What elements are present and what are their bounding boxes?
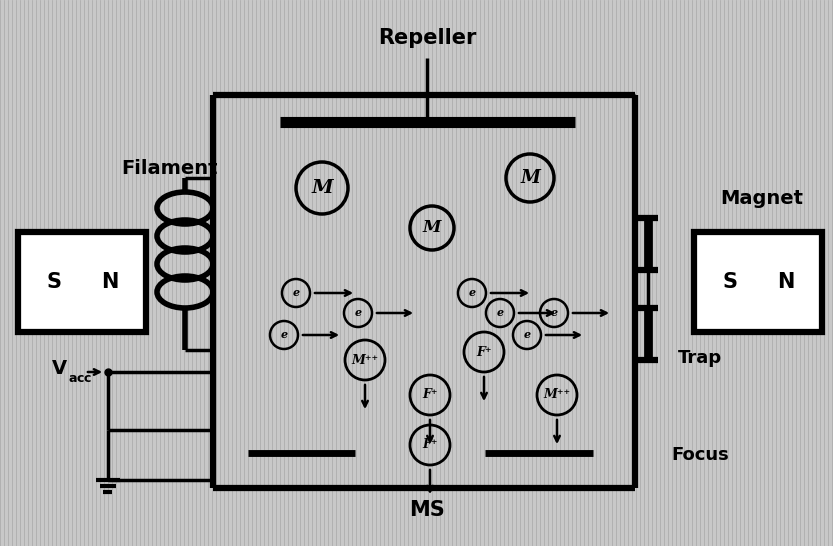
Bar — [18, 232, 146, 332]
Text: e: e — [354, 307, 362, 318]
Text: Magnet: Magnet — [721, 188, 804, 207]
Text: M⁺⁺: M⁺⁺ — [352, 353, 378, 366]
Text: Focus: Focus — [671, 446, 729, 464]
Text: M: M — [520, 169, 540, 187]
Text: e: e — [468, 288, 476, 299]
Text: Repeller: Repeller — [378, 28, 476, 48]
Text: Filament: Filament — [122, 158, 218, 177]
Text: e: e — [523, 329, 531, 341]
Text: F⁺: F⁺ — [422, 389, 438, 401]
Text: S: S — [47, 272, 62, 292]
Text: e: e — [292, 288, 300, 299]
Bar — [213, 95, 635, 488]
Text: M: M — [423, 219, 441, 236]
Text: e: e — [496, 307, 504, 318]
Text: $\mathbf{V}$: $\mathbf{V}$ — [52, 359, 68, 377]
Text: S: S — [722, 272, 737, 292]
Text: e: e — [551, 307, 557, 318]
Text: e: e — [281, 329, 287, 341]
Text: M: M — [312, 179, 333, 197]
Text: N: N — [102, 272, 119, 292]
Text: F⁺: F⁺ — [476, 346, 491, 359]
Text: F⁺: F⁺ — [422, 438, 438, 452]
Bar — [694, 232, 822, 332]
Text: MS: MS — [409, 500, 445, 520]
Text: $\mathbf{acc}$: $\mathbf{acc}$ — [67, 372, 92, 385]
Text: M⁺⁺: M⁺⁺ — [543, 389, 571, 401]
Text: N: N — [777, 272, 795, 292]
Text: Trap: Trap — [678, 349, 722, 367]
